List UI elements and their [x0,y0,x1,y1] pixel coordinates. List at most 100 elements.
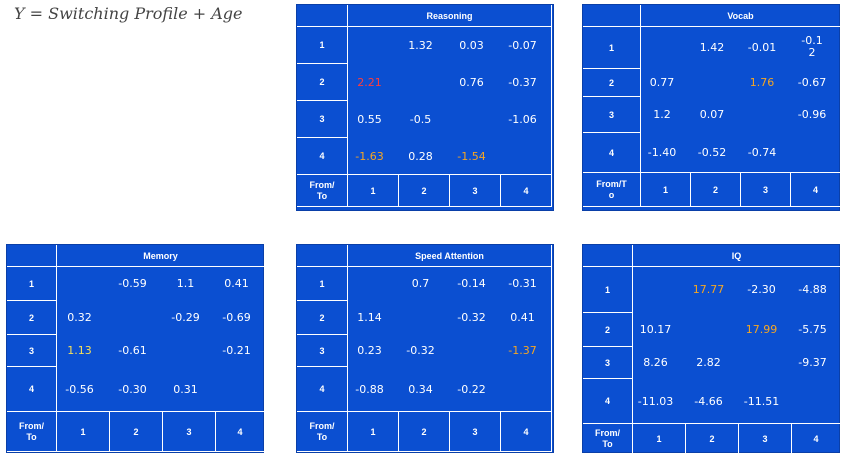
value-cell: -0.67 [797,76,827,89]
from-to-label: From/To [297,175,348,207]
value-cell: -5.75 [798,323,827,336]
table-title: Memory [57,245,265,267]
row-header: 2 [7,301,57,335]
header-blank [297,5,348,27]
value-cell: -1.06 [508,112,537,126]
value-cell: 1.1 [176,277,195,290]
value-cell: 2.82 [696,356,721,369]
value-cell: -1.40 [647,146,677,159]
value-cell: -0.32 [406,344,435,357]
value-cell: 1.76 [749,76,775,89]
value-cell: 0.7 [411,277,430,290]
column-header: 3 [450,175,501,207]
row-header: 4 [297,138,348,175]
header-blank [297,245,348,267]
column-header: 1 [348,412,399,452]
row-header: 1 [583,267,633,313]
row-header: 4 [583,379,633,424]
value-cell: -1.54 [457,149,486,163]
from-to-label: From/To [7,412,57,452]
column-header: 2 [110,412,163,452]
column-header: 3 [163,412,216,452]
value-cell: -0.96 [797,108,827,121]
from-to-label: From/To [297,412,348,452]
vocab-table: Vocab 1 2 3 4 1.42 -0.01 -0.1 2 0.77 1.76 -0.67 1.2 0… [582,4,841,211]
value-cell: -0.52 [697,146,727,159]
table-title: Vocab [641,5,841,27]
value-cell: 10.17 [639,323,672,336]
column-header: 2 [691,173,741,207]
value-cell: -0.31 [508,277,537,290]
column-header: 1 [57,412,110,452]
value-cell: 0.76 [459,75,484,89]
value-cell: -1.37 [508,344,537,357]
value-cell: 1.14 [357,311,382,324]
speed-attention-table: Speed Attention 1 2 3 4 0.7 -0.14 -0.31 1.14 -0.3… [296,244,554,453]
header-blank [583,245,633,267]
value-cell: 8.26 [643,356,668,369]
iq-table: IQ 1 2 3 4 17.77 -2.30 -4.88 10.17 17.99 -5.75 8.26… [582,244,841,454]
value-cell: -0.01 [747,41,777,54]
value-cell: -9.37 [798,356,827,369]
value-cell: 17.99 [745,323,778,336]
value-cell: 0.07 [699,108,725,121]
value-cell: 0.55 [357,112,382,126]
column-header: 4 [501,412,552,452]
value-cell: -0.69 [222,311,251,324]
row-header: 2 [583,69,641,97]
value-cell: -0.88 [355,382,384,396]
column-header: 1 [633,424,686,454]
value-cell: -11.51 [743,394,780,408]
model-formula: Y = Switching Profile + Age [14,4,243,23]
row-header: 1 [583,27,641,69]
column-header: 1 [641,173,691,207]
value-cell: -0.21 [222,344,251,357]
value-cell: 0.28 [408,149,433,163]
value-cell: -2.30 [747,283,776,296]
table-title: Speed Attention [348,245,552,267]
row-header: 4 [583,133,641,173]
value-cell: 0.32 [67,311,92,324]
value-cell: 1.2 [653,108,671,121]
value-cell: 0.31 [173,382,198,396]
value-cell: -0.22 [457,382,486,396]
values-area: 0.7 -0.14 -0.31 1.14 -0.32 0.41 0.23 -0.32 -1.37… [348,267,552,412]
reasoning-table: Reasoning 1 2 3 4 1.32 0.03 -0.07 2.21 0.76 -0.37 0… [296,4,554,211]
value-cell: 0.41 [224,277,249,290]
row-header: 1 [297,267,348,301]
value-cell: 0.23 [357,344,382,357]
column-header: 2 [399,175,450,207]
column-header: 1 [348,175,399,207]
header-blank [583,5,641,27]
value-cell: -1.63 [355,149,384,163]
value-cell: 0.03 [459,38,484,52]
row-header: 2 [297,301,348,335]
value-cell: 0.77 [649,76,675,89]
value-cell: -0.56 [65,382,94,396]
value-cell: -11.03 [637,394,674,408]
values-area: -0.59 1.1 0.41 0.32 -0.29 -0.69 1.13 -0.61 -0.21… [57,267,265,412]
value-cell: -0.5 [409,112,432,126]
row-header: 1 [297,27,348,64]
value-cell: -4.66 [694,394,723,408]
row-header: 4 [297,367,348,412]
row-header: 3 [297,101,348,138]
column-header: 4 [501,175,552,207]
column-header: 3 [741,173,791,207]
row-header: 3 [7,335,57,367]
row-header: 1 [7,267,57,301]
value-cell: -4.88 [798,283,827,296]
row-header: 2 [297,64,348,101]
row-header: 3 [297,335,348,367]
column-header: 4 [216,412,265,452]
column-header: 3 [739,424,792,454]
value-cell: -0.07 [508,38,537,52]
row-header: 2 [583,313,633,347]
value-cell: -0.37 [508,75,537,89]
value-cell: 1.13 [67,344,92,357]
memory-table: Memory 1 2 3 4 -0.59 1.1 0.41 0.32 -0.29 -0.69 1.13… [6,244,265,453]
value-cell: -0.61 [118,344,147,357]
values-area: 1.42 -0.01 -0.1 2 0.77 1.76 -0.67 1.2 0.07 -0.96 -… [641,27,841,173]
value-cell: 17.77 [692,283,725,296]
value-cell: -0.59 [118,277,147,290]
